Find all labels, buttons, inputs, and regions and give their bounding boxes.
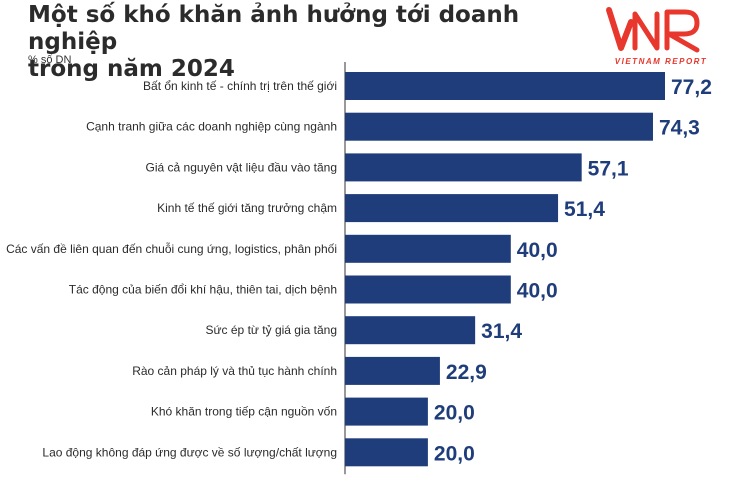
value-label: 22,9	[446, 361, 487, 384]
unit-label: % số DN	[28, 54, 72, 66]
category-label: Giá cả nguyên vật liệu đầu vào tăng	[146, 160, 337, 174]
category-label: Các vấn đề liên quan đến chuỗi cung ứng,…	[6, 241, 337, 256]
bar	[345, 112, 653, 141]
bar	[345, 72, 665, 100]
logo-tagline: VIETNAM REPORT	[614, 57, 708, 66]
bar	[345, 153, 582, 182]
chart-title-line-2: trong năm 2024	[28, 56, 235, 82]
value-label: 20,0	[434, 402, 475, 425]
bar	[345, 275, 511, 304]
value-label: 20,0	[434, 442, 475, 465]
category-label: Cạnh tranh giữa các doanh nghiệp cùng ng…	[86, 120, 337, 134]
bar	[345, 194, 559, 223]
chart-title-line-1: Một số khó khăn ảnh hưởng tới doanh nghi…	[28, 2, 520, 55]
value-label: 40,0	[517, 239, 558, 262]
category-label: Khó khăn trong tiếp cận nguồn vốn	[151, 405, 337, 419]
bar	[345, 356, 440, 385]
bar	[345, 397, 428, 426]
value-label: 74,3	[659, 117, 700, 140]
value-label: 51,4	[564, 198, 605, 221]
category-label: Sức ép từ tỷ giá gia tăng	[206, 323, 337, 337]
category-label: Kinh tế thế giới tăng trưởng chậm	[157, 201, 337, 215]
value-label: 40,0	[517, 280, 558, 303]
vietnam-report-logo: VIETNAM REPORT	[605, 4, 717, 70]
chart-title: Một số khó khăn ảnh hưởng tới doanh nghi…	[28, 2, 588, 83]
category-label: Bất ổn kinh tế - chính trị trên thế giới	[143, 79, 337, 93]
bar	[345, 438, 428, 467]
bar	[345, 316, 476, 345]
value-label: 57,1	[588, 157, 629, 180]
category-label: Tác động của biến đổi khí hậu, thiên tai…	[69, 283, 337, 297]
category-label: Rào cản pháp lý và thủ tục hành chính	[132, 364, 337, 378]
value-label: 77,2	[671, 76, 712, 99]
value-label: 31,4	[481, 320, 522, 343]
vnr-logo-icon	[606, 7, 700, 53]
category-label: Lao động không đáp ứng được về số lượng/…	[42, 445, 337, 459]
bar	[345, 234, 511, 263]
